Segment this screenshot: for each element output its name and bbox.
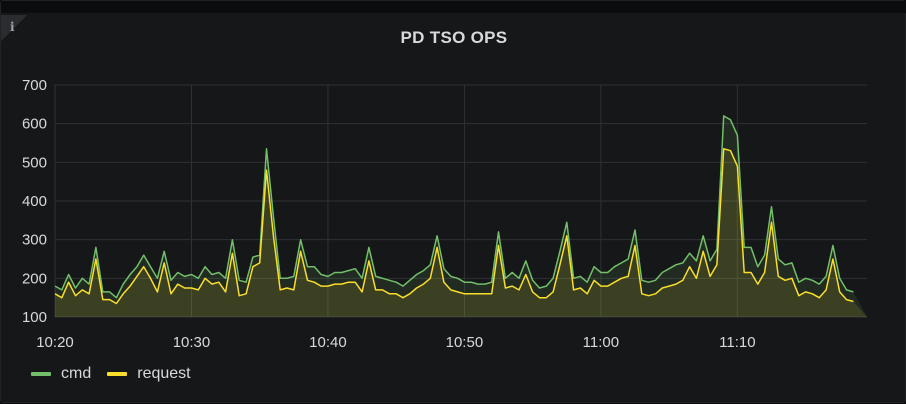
legend-item-cmd[interactable]: cmd (31, 365, 91, 383)
y-tick-label-500: 500 (22, 154, 47, 171)
y-tick-label-600: 600 (22, 116, 47, 133)
panel-top-strip (1, 1, 906, 13)
x-tick-label-11:10: 11:10 (719, 334, 755, 351)
chart-legend: cmd request (31, 365, 207, 383)
legend-label-cmd: cmd (61, 365, 92, 382)
series-areas (55, 115, 867, 318)
y-axis-ticks: 100 200 300 400 500 600 700 (22, 77, 47, 326)
legend-item-request[interactable]: request (107, 365, 191, 383)
x-tick-label-10:50: 10:50 (446, 334, 484, 351)
area-request (55, 148, 867, 317)
y-tick-label-400: 400 (22, 193, 47, 210)
x-axis-ticks: 10:20 10:30 10:40 10:50 11:00 11:10 (36, 334, 755, 351)
legend-label-request: request (137, 365, 191, 382)
legend-swatch-cmd (31, 372, 51, 376)
x-tick-label-10:30: 10:30 (173, 334, 211, 351)
x-tick-label-10:20: 10:20 (36, 334, 74, 351)
y-tick-label-100: 100 (22, 309, 47, 326)
y-tick-label-200: 200 (22, 270, 47, 287)
x-tick-label-11:00: 11:00 (583, 334, 619, 351)
legend-swatch-request (107, 372, 128, 376)
panel-title[interactable]: PD TSO OPS (400, 28, 508, 47)
series-line-request (54, 148, 854, 305)
info-icon[interactable]: i (10, 20, 15, 34)
y-tick-label-300: 300 (22, 232, 47, 249)
series-lines (54, 115, 854, 305)
panel-info-corner[interactable] (1, 15, 27, 41)
x-tick-label-10:40: 10:40 (309, 334, 347, 351)
y-tick-label-700: 700 (22, 77, 47, 94)
series-line-cmd (54, 115, 854, 299)
area-cmd (55, 115, 867, 318)
